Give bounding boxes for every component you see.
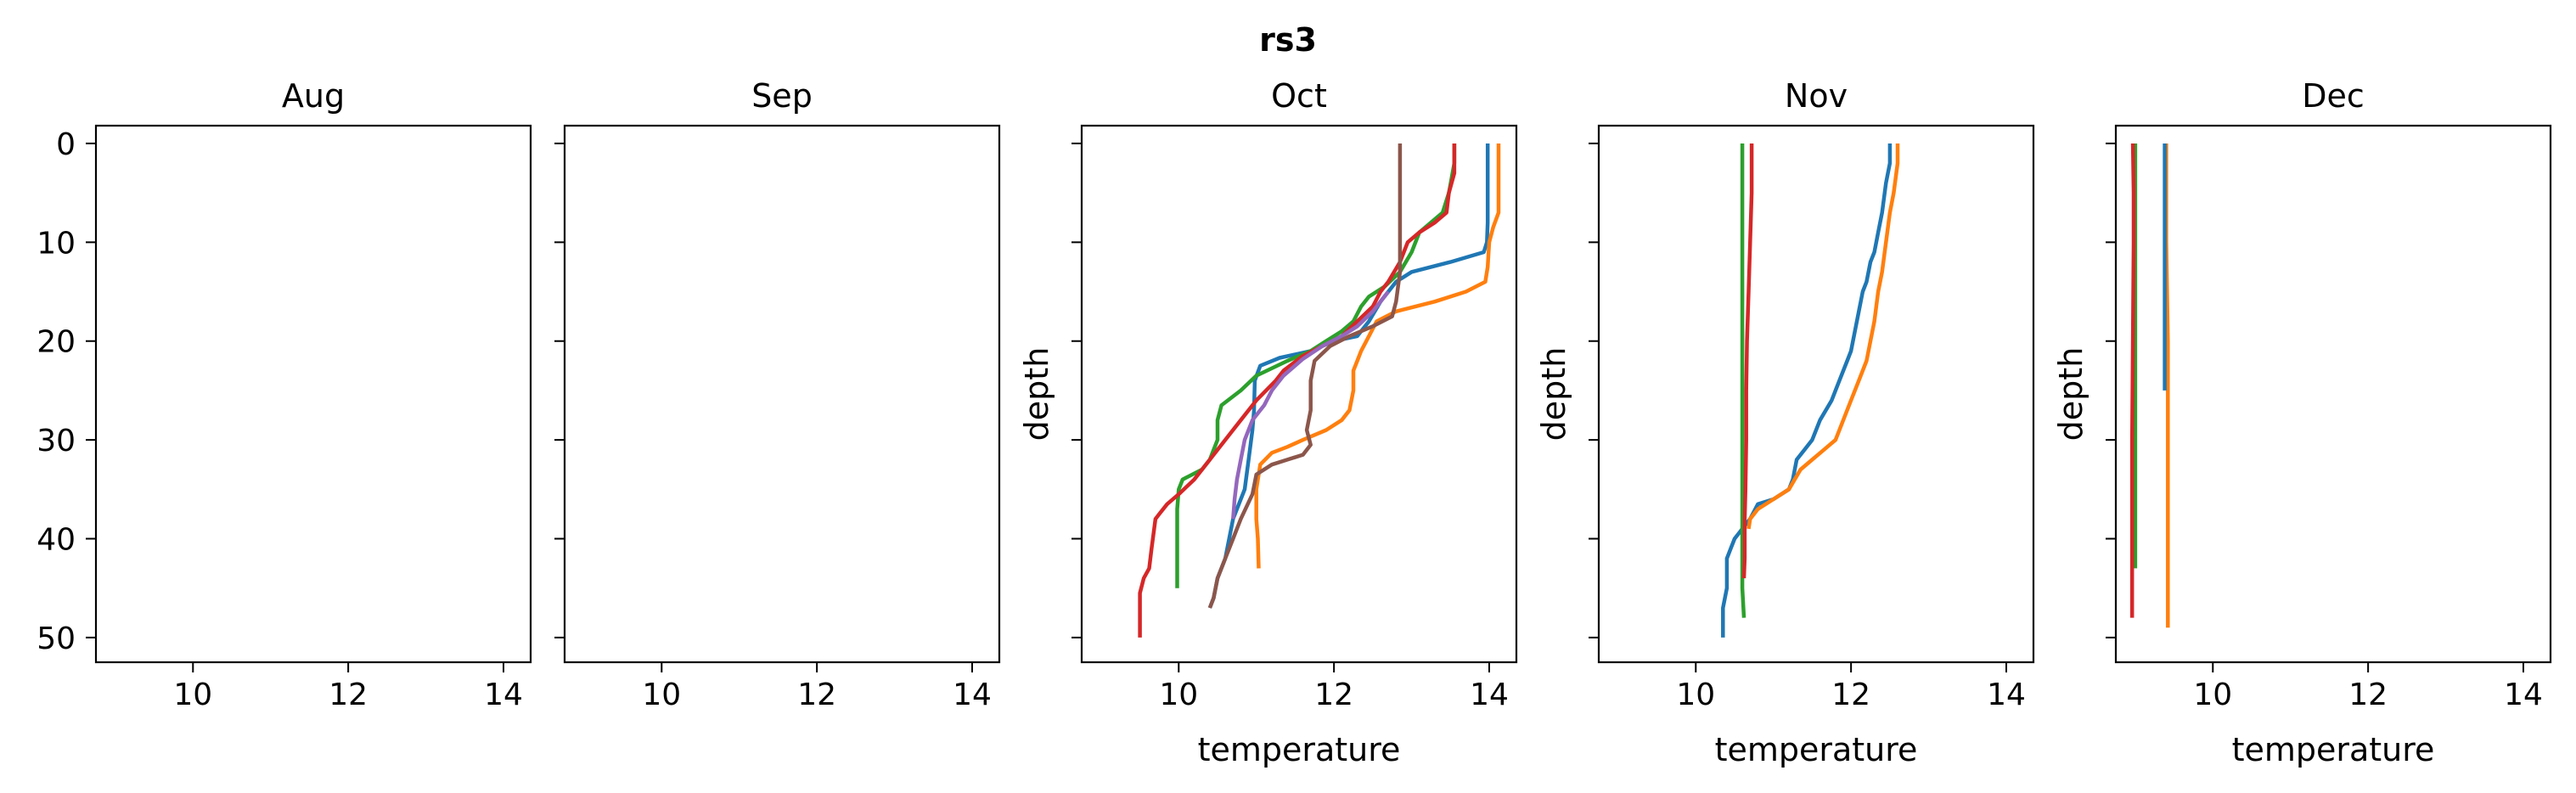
panel-title: Oct	[1271, 77, 1327, 115]
x-tick-label: 14	[484, 678, 523, 712]
x-tick-label: 12	[797, 678, 836, 712]
panel-title: Nov	[1785, 77, 1848, 115]
panel-oct: Oct 10 12 14 temperature depth	[1018, 77, 1518, 768]
x-tick-label: 10	[1159, 678, 1198, 712]
panel-sep: Sep 10 12 14	[554, 77, 1001, 712]
series-line-4	[1741, 143, 1754, 579]
y-tick-label: 30	[37, 424, 76, 458]
series-line-2	[1746, 143, 1900, 530]
x-tick-label: 14	[1470, 678, 1509, 712]
y-tick-label: 50	[37, 621, 76, 656]
y-axis-label: depth	[1018, 347, 1055, 441]
series-line-3	[1740, 143, 1746, 618]
x-tick-label: 10	[2193, 678, 2232, 712]
x-tick-label: 14	[953, 678, 992, 712]
x-axis-label: temperature	[1198, 731, 1401, 768]
series-line-6	[1207, 143, 1403, 609]
x-tick-label: 12	[329, 678, 368, 712]
panel-title: Sep	[751, 77, 813, 115]
y-axis-label: depth	[1535, 347, 1572, 441]
panel-title: Dec	[2302, 77, 2365, 115]
x-tick-label: 14	[2504, 678, 2543, 712]
series-line-3	[1175, 143, 1457, 588]
y-tick-label: 0	[56, 127, 76, 162]
y-tick-label: 10	[37, 226, 76, 261]
x-axis-label: temperature	[1715, 731, 1918, 768]
series-line-4	[2129, 143, 2136, 618]
x-tick-label: 12	[1314, 678, 1353, 712]
y-axis-label: depth	[2052, 347, 2089, 441]
axes-frame	[1080, 124, 1518, 664]
panel-dec: Dec 10 12 14 temperature depth	[2052, 77, 2552, 768]
x-tick-label: 14	[1987, 678, 2026, 712]
series-line-4	[1138, 143, 1457, 638]
axes-frame	[1597, 124, 2035, 664]
x-tick-label: 10	[642, 678, 681, 712]
series-line-2	[1254, 143, 1501, 569]
panel-title: Aug	[282, 77, 345, 115]
y-tick-label: 40	[37, 523, 76, 558]
series-line-1	[1721, 143, 1893, 638]
panel-nov: Nov 10 12 14 temperature depth	[1535, 77, 2035, 768]
x-axis-label: temperature	[2232, 731, 2435, 768]
x-tick-label: 12	[2348, 678, 2388, 712]
axes-frame	[563, 124, 1001, 664]
y-tick-label: 20	[37, 325, 76, 360]
axes-frame	[94, 124, 532, 664]
axes-frame	[2114, 124, 2552, 664]
series-line-5	[1231, 290, 1390, 520]
figure-title: rs3	[1259, 21, 1317, 59]
panel-aug: Aug 10 12 14 0 10 20 30 40 50	[37, 77, 532, 712]
x-tick-label: 10	[173, 678, 212, 712]
series-line-1	[1207, 143, 1490, 609]
x-tick-label: 10	[1676, 678, 1715, 712]
x-tick-label: 12	[1831, 678, 1870, 712]
